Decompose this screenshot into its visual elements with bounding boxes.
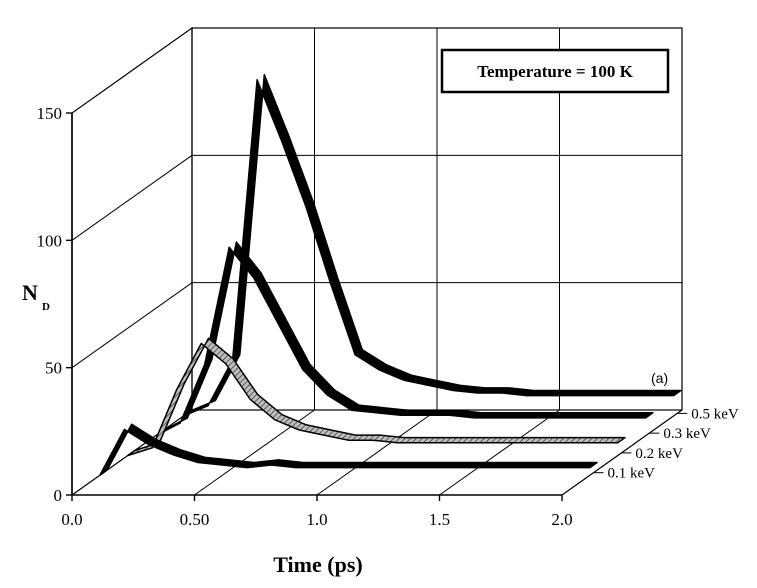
series-tick-label: 0.3 keV xyxy=(663,426,711,442)
grid-line-floor-depth xyxy=(316,409,438,496)
series-ribbon-0-3-kev xyxy=(154,241,654,437)
x-tick-label: 2.0 xyxy=(551,510,572,529)
x-tick-label: 1.5 xyxy=(429,510,450,529)
y-axis-label-subscript: D xyxy=(42,301,50,313)
x-tick-label: 1.0 xyxy=(306,510,327,529)
legend-box-text: Temperature = 100 K xyxy=(477,62,633,81)
y-tick-label: 0 xyxy=(54,486,63,505)
series-tick-label: 0.1 keV xyxy=(608,466,656,482)
y-axis-label: N xyxy=(22,280,38,305)
grid-line-floor-depth xyxy=(439,409,560,496)
y-tick-label: 100 xyxy=(37,231,63,250)
legend-box: Temperature = 100 K xyxy=(440,48,670,94)
y-tick-label: 150 xyxy=(37,104,63,123)
series-ribbon-0-5-kev xyxy=(182,73,682,417)
y-tick-label: 50 xyxy=(45,359,62,378)
x-axis-label: Time (ps) xyxy=(273,552,362,577)
chart-axes: 0.5 keV 0.3 keV 0.2 keV 0.1 keV 0.0 0.50 1.0 1.… xyxy=(37,104,739,529)
x-tick-label: 0.0 xyxy=(61,510,82,529)
series-tick-label: 0.2 keV xyxy=(635,446,683,462)
x-tick-label: 0.50 xyxy=(180,510,210,529)
chart-series xyxy=(99,73,682,476)
grid-line-left-horizontal xyxy=(71,282,193,369)
series-tick-label: 0.5 keV xyxy=(691,406,739,422)
series-ribbon-0-2-kev xyxy=(127,337,626,457)
chart-grid xyxy=(71,28,682,496)
series-ribbon-0-1-kev xyxy=(99,423,598,476)
panel-annotation: (a) xyxy=(651,370,668,386)
grid-line-left-horizontal xyxy=(71,154,193,241)
